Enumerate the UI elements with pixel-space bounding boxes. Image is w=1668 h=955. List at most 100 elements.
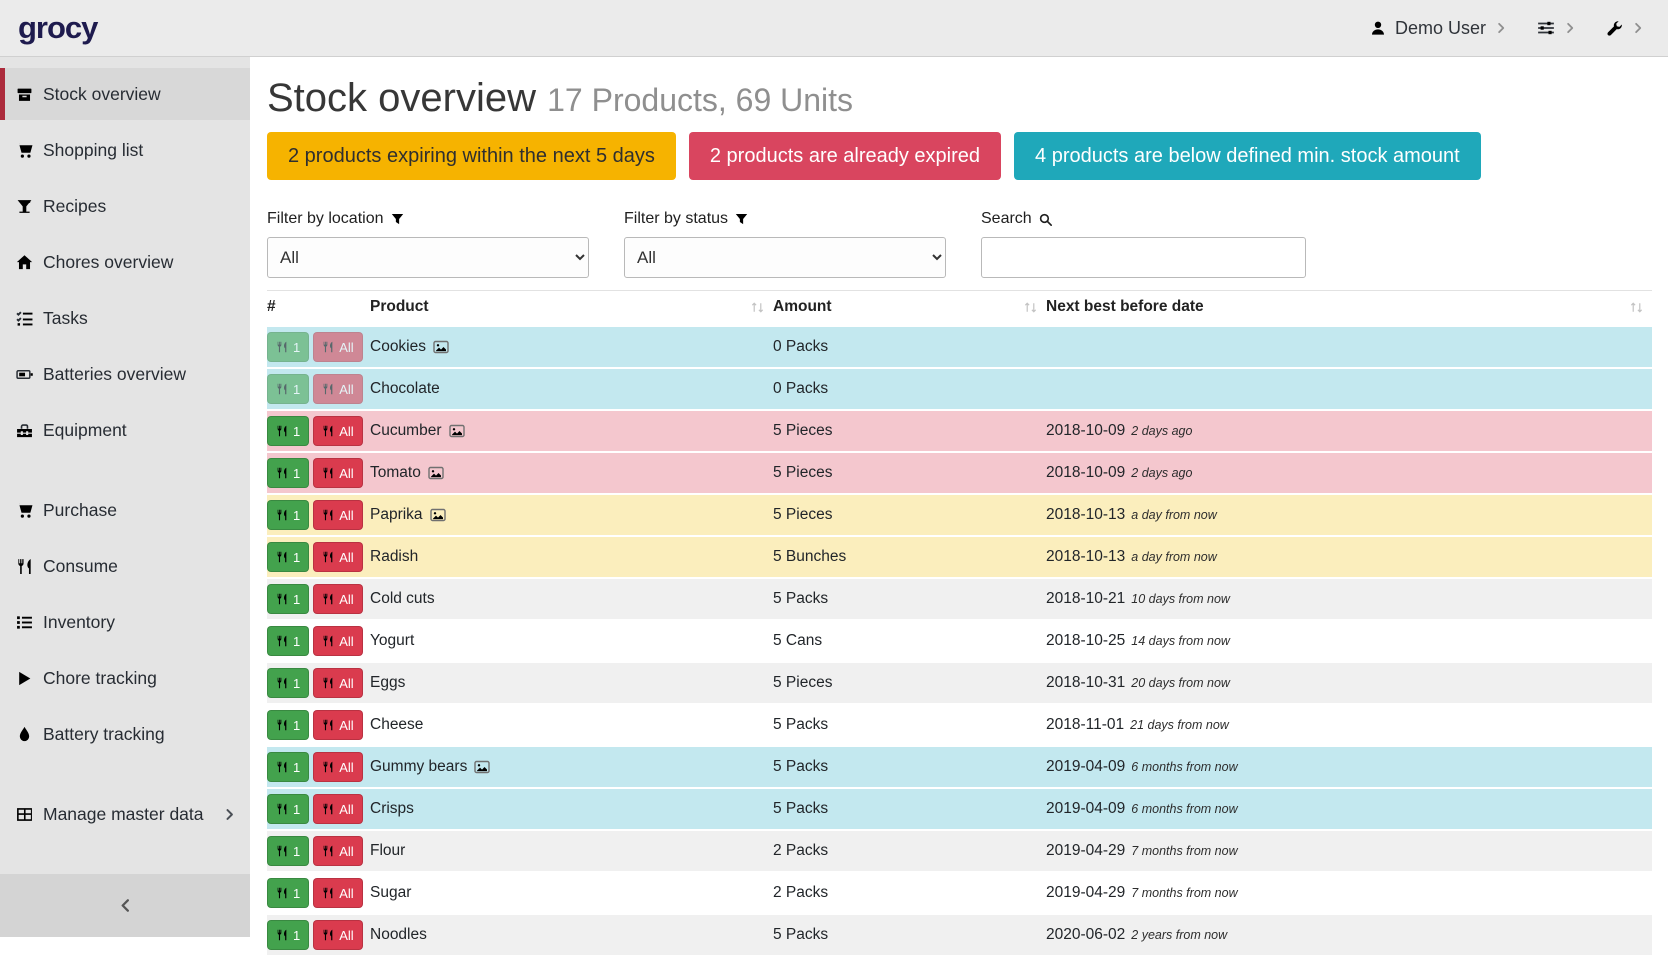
best-before-relative: 20 days from now	[1131, 676, 1230, 690]
consume-all-button[interactable]: All	[313, 332, 363, 362]
consume-one-button[interactable]: 1	[267, 836, 310, 866]
consume-all-button[interactable]: All	[313, 920, 363, 950]
sidebar-item-equipment[interactable]: Equipment	[0, 404, 250, 456]
admin-tools-menu[interactable]	[1606, 20, 1644, 37]
consume-all-button[interactable]: All	[313, 626, 363, 656]
product-name: Yogurt	[370, 632, 415, 649]
utensils-icon	[276, 467, 288, 479]
consume-all-button[interactable]: All	[313, 584, 363, 614]
user-menu[interactable]: Demo User	[1370, 18, 1507, 39]
sort-icon[interactable]	[1023, 300, 1038, 315]
consume-all-button[interactable]: All	[313, 836, 363, 866]
amount-cell: 0 Packs	[773, 325, 1046, 368]
picture-icon[interactable]	[474, 759, 490, 775]
product-name: Cookies	[370, 338, 426, 355]
picture-icon[interactable]	[449, 423, 465, 439]
consume-one-button[interactable]: 1	[267, 500, 310, 530]
consume-one-button[interactable]: 1	[267, 920, 310, 950]
column-header-best-before[interactable]: Next best before date	[1046, 290, 1652, 326]
expired-alert-button[interactable]: 2 products are already expired	[688, 132, 1002, 180]
product-name: Radish	[370, 548, 419, 565]
consume-one-button[interactable]: 1	[267, 626, 310, 656]
sort-icon[interactable]	[750, 300, 765, 315]
product-name: Eggs	[370, 674, 406, 691]
consume-one-button[interactable]: 1	[267, 752, 310, 782]
sidebar-item-label: Tasks	[43, 307, 88, 328]
consume-one-button[interactable]: 1	[267, 416, 310, 446]
consume-one-button[interactable]: 1	[267, 794, 310, 824]
consume-one-button[interactable]: 1	[267, 458, 310, 488]
search-input[interactable]	[981, 237, 1306, 278]
below-min-stock-alert-button[interactable]: 4 products are below defined min. stock …	[1014, 132, 1481, 180]
picture-icon[interactable]	[428, 465, 444, 481]
consume-all-button[interactable]: All	[313, 794, 363, 824]
sidebar-item-chores-overview[interactable]: Chores overview	[0, 236, 250, 288]
consume-all-button[interactable]: All	[313, 374, 363, 404]
utensils-icon	[276, 383, 288, 395]
utensils-icon	[322, 929, 334, 941]
consume-one-button[interactable]: 1	[267, 374, 310, 404]
utensils-icon	[276, 677, 288, 689]
consume-one-button[interactable]: 1	[267, 668, 310, 698]
consume-all-button[interactable]: All	[313, 416, 363, 446]
best-before-relative: 21 days from now	[1130, 718, 1229, 732]
location-filter-label: Filter by location	[267, 210, 624, 228]
sidebar-item-manage-master-data[interactable]: Manage master data	[0, 788, 250, 840]
consume-all-button[interactable]: All	[313, 668, 363, 698]
amount-cell: 5 Packs	[773, 745, 1046, 788]
sidebar-item-purchase[interactable]: Purchase	[0, 484, 250, 536]
utensils-icon	[322, 719, 334, 731]
picture-icon[interactable]	[433, 339, 449, 355]
picture-icon[interactable]	[430, 507, 446, 523]
sidebar-item-label: Chore tracking	[43, 667, 157, 688]
sidebar-item-recipes[interactable]: Recipes	[0, 180, 250, 232]
utensils-icon	[322, 509, 334, 521]
amount-cell: 2 Packs	[773, 829, 1046, 872]
search-icon	[1039, 213, 1052, 226]
utensils-icon	[276, 719, 288, 731]
expiring-soon-alert-button[interactable]: 2 products expiring within the next 5 da…	[267, 132, 676, 180]
consume-all-button[interactable]: All	[313, 752, 363, 782]
consume-all-button[interactable]: All	[313, 710, 363, 740]
chevron-right-icon	[1495, 22, 1507, 34]
sidebar-collapse-button[interactable]	[0, 874, 250, 937]
consume-all-button[interactable]: All	[313, 878, 363, 908]
consume-all-button[interactable]: All	[313, 542, 363, 572]
sidebar-item-shopping-list[interactable]: Shopping list	[0, 124, 250, 176]
consume-all-button[interactable]: All	[313, 458, 363, 488]
page-title: Stock overview 17 Products, 69 Units	[267, 75, 1652, 123]
utensils-icon	[322, 341, 334, 353]
consume-one-button[interactable]: 1	[267, 332, 310, 362]
sidebar-group-gap	[0, 460, 250, 484]
consume-all-button[interactable]: All	[313, 500, 363, 530]
product-name: Crisps	[370, 800, 414, 817]
consume-one-button[interactable]: 1	[267, 542, 310, 572]
column-header-amount[interactable]: Amount	[773, 290, 1046, 326]
status-filter-select[interactable]: All	[624, 237, 946, 278]
sidebar-item-inventory[interactable]: Inventory	[0, 596, 250, 648]
app-logo[interactable]: grocy	[18, 10, 98, 45]
sidebar-item-tasks[interactable]: Tasks	[0, 292, 250, 344]
sidebar-item-stock-overview[interactable]: Stock overview	[0, 68, 250, 120]
sidebar-item-chore-tracking[interactable]: Chore tracking	[0, 652, 250, 704]
sidebar-item-batteries-overview[interactable]: Batteries overview	[0, 348, 250, 400]
column-header-product[interactable]: Product	[370, 290, 773, 326]
sort-icon[interactable]	[1629, 300, 1644, 315]
sidebar-item-consume[interactable]: Consume	[0, 540, 250, 592]
utensils-icon	[322, 383, 334, 395]
consume-one-button[interactable]: 1	[267, 584, 310, 614]
location-filter-select[interactable]: All	[267, 237, 589, 278]
amount-cell: 5 Packs	[773, 787, 1046, 830]
sidebar-item-battery-tracking[interactable]: Battery tracking	[0, 708, 250, 760]
filters-bar: Filter by location All Filter by status …	[267, 210, 1652, 278]
toolbox-icon	[16, 422, 33, 439]
utensils-icon	[322, 761, 334, 773]
utensils-icon	[322, 845, 334, 857]
settings-menu[interactable]	[1537, 19, 1576, 37]
utensils-icon	[322, 593, 334, 605]
utensils-icon	[276, 341, 288, 353]
amount-cell: 5 Packs	[773, 913, 1046, 955]
consume-one-button[interactable]: 1	[267, 710, 310, 740]
location-filter: Filter by location All	[267, 210, 624, 278]
consume-one-button[interactable]: 1	[267, 878, 310, 908]
